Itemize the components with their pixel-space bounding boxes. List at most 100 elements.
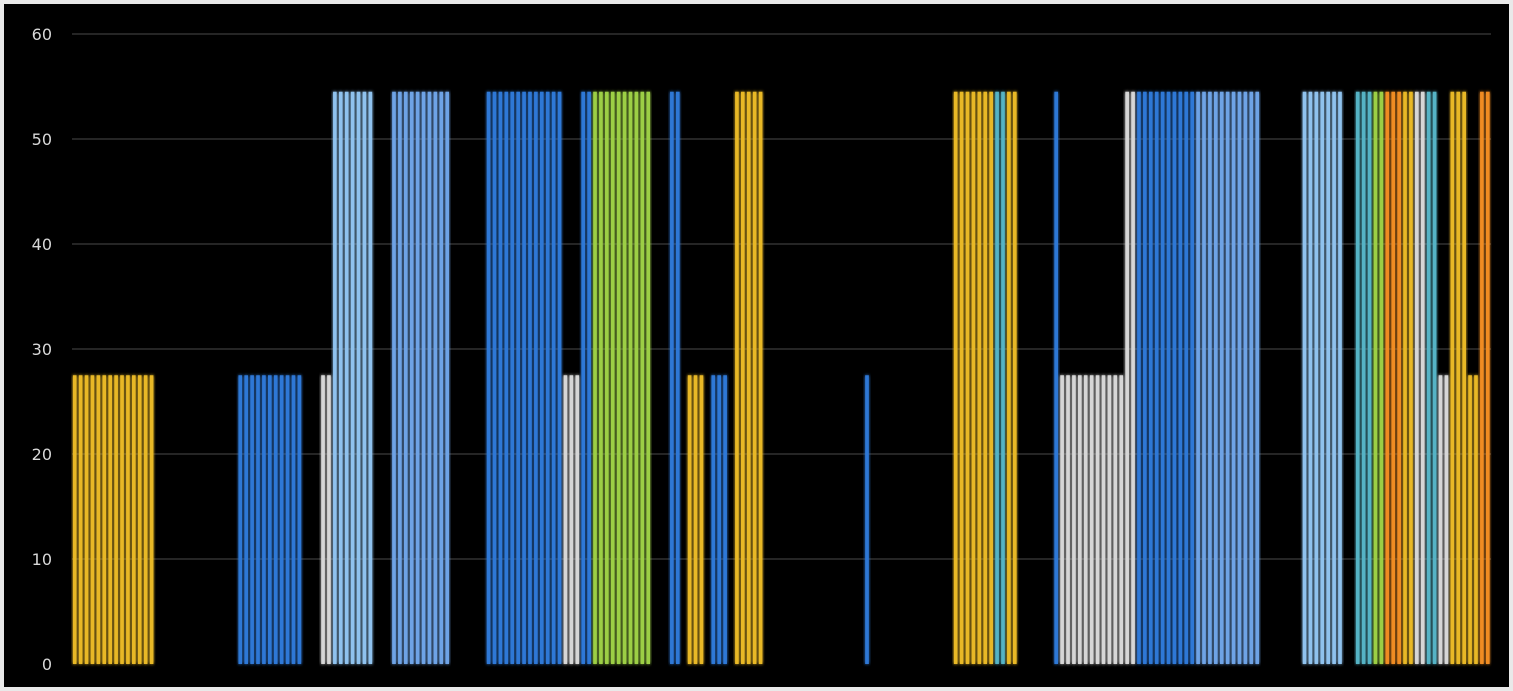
bar [1113,375,1118,664]
bar [149,375,154,664]
bar [758,91,763,664]
bar [1326,91,1331,664]
bar [78,375,83,664]
bar [687,375,692,664]
bar [1078,375,1082,664]
bar [563,375,568,664]
bar [143,375,148,664]
bar [120,375,124,664]
bar [593,91,597,664]
bar [1249,91,1254,664]
bar [1190,91,1195,664]
bar [1320,91,1325,664]
bar [1001,91,1005,664]
bar [746,91,751,664]
bar [1219,91,1224,664]
bar [291,375,296,664]
bar [1332,91,1336,664]
bar [273,375,278,664]
bar [1474,375,1478,664]
y-tick-label: 50 [32,130,52,149]
bar [1137,91,1141,664]
bar [268,375,272,664]
bar-chart: 0 10 20 30 40 50 60 [32,25,1491,674]
y-tick-label: 0 [42,655,52,674]
bar [1426,91,1431,664]
bar [114,375,118,664]
bar [1172,91,1177,664]
bars [72,91,1490,664]
bar [605,91,609,664]
bar [333,91,337,664]
bar [1089,375,1094,664]
bar [581,91,586,664]
bar [1012,91,1017,664]
bar [1119,375,1124,664]
bar [1184,91,1189,664]
y-tick-label: 10 [32,550,52,569]
bar [1214,91,1218,664]
bar [279,375,284,664]
bar [356,91,361,664]
bar [1054,91,1059,664]
bar [983,91,988,664]
bar [599,91,603,664]
bar [126,375,130,664]
bar [244,375,249,664]
bar [534,91,538,664]
bar [1373,91,1378,664]
bar [1107,375,1112,664]
y-tick-label: 40 [32,235,52,254]
bar [1403,91,1407,664]
bar [350,91,355,664]
bar [1101,375,1106,664]
bar [1468,375,1472,664]
bar [575,375,580,664]
bar [516,91,520,664]
bar [1208,91,1212,664]
bar [699,375,704,664]
bar [1385,91,1390,664]
bar [84,375,89,664]
bar [421,91,426,664]
bar [1095,375,1100,664]
bar [250,375,254,664]
bar [1432,91,1437,664]
bar [132,375,136,664]
bar [409,91,414,664]
bar [634,91,639,664]
chart-frame: 0 10 20 30 40 50 60 [4,4,1509,687]
bar [1409,91,1413,664]
bar [545,91,550,664]
bar [989,91,993,664]
bar [1314,91,1319,664]
bar [338,91,343,664]
bar [1302,91,1307,664]
bar [616,91,621,664]
bar [741,91,745,664]
bar [445,91,450,664]
bar [297,375,302,664]
y-tick-label: 30 [32,340,52,359]
bar [1178,91,1183,664]
bar [693,375,698,664]
bar [646,91,651,664]
bar [238,375,243,664]
bar [551,91,556,664]
bar [403,91,408,664]
bar [610,91,615,664]
bar [569,375,574,664]
y-axis: 0 10 20 30 40 50 60 [32,25,52,674]
bar [1202,91,1206,664]
bar [362,91,367,664]
bar [1415,91,1419,664]
bar [327,375,331,664]
bar [628,91,633,664]
bar [1391,91,1396,664]
bar [640,91,645,664]
bar [1196,91,1200,664]
bar [510,91,515,664]
bar [1143,91,1147,664]
bar [285,375,290,664]
bar [439,91,444,664]
